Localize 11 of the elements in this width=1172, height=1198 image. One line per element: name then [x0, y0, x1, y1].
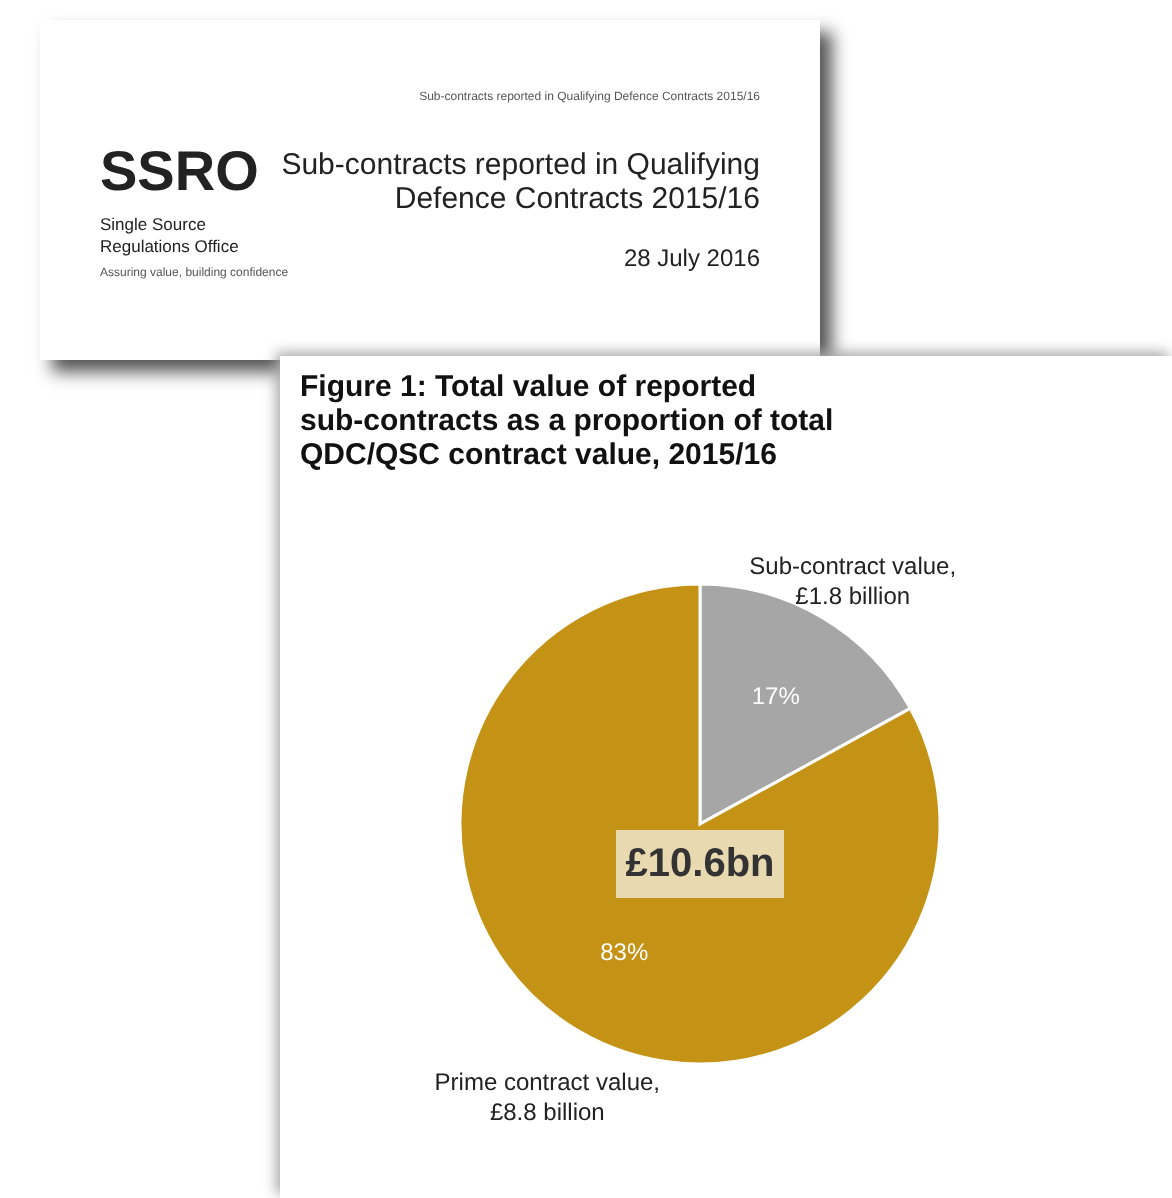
slice-label: Sub-contract value, £1.8 billion [749, 551, 957, 610]
text: Single Source Regulations Office [100, 214, 241, 258]
text: Sub-contracts reported in Qualifying Defence Contracts 2015/16 [280, 148, 760, 216]
data-label: 17% [751, 681, 801, 710]
data-label: 83% [600, 938, 649, 967]
text: £10.6bn [625, 842, 775, 886]
text: 28 July 2016 [623, 244, 760, 272]
pie-slice [458, 582, 942, 1066]
chart-title: Figure 1: Total value of reported sub-contracts as a proportion of total QDC/QSC contract value, 2015/16 [300, 370, 834, 472]
slice-label: Prime contract value, £8.8 billion [434, 1068, 661, 1127]
text: SSRO [100, 140, 259, 204]
